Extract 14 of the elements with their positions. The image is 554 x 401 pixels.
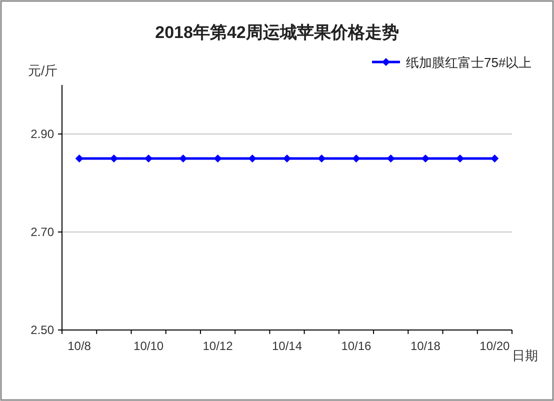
x-tick-label: 10/10 [134,339,164,353]
legend-label: 纸加膜红富士75#以上 [406,55,532,70]
x-tick-label: 10/14 [272,339,302,353]
y-tick-label: 2.90 [30,127,54,141]
y-tick-label: 2.70 [30,225,54,239]
x-tick-label: 10/8 [68,339,92,353]
x-tick-label: 10/20 [480,339,510,353]
x-tick-label: 10/12 [202,339,234,353]
x-tick-label: 10/18 [410,339,441,353]
x-axis-title: 日期 [512,348,538,363]
chart-title: 2018年第42周运城苹果价格走势 [155,23,399,42]
y-axis-title: 元/斤 [28,63,58,78]
x-tick-label: 10/16 [341,339,372,353]
y-tick-label: 2.50 [30,323,54,337]
